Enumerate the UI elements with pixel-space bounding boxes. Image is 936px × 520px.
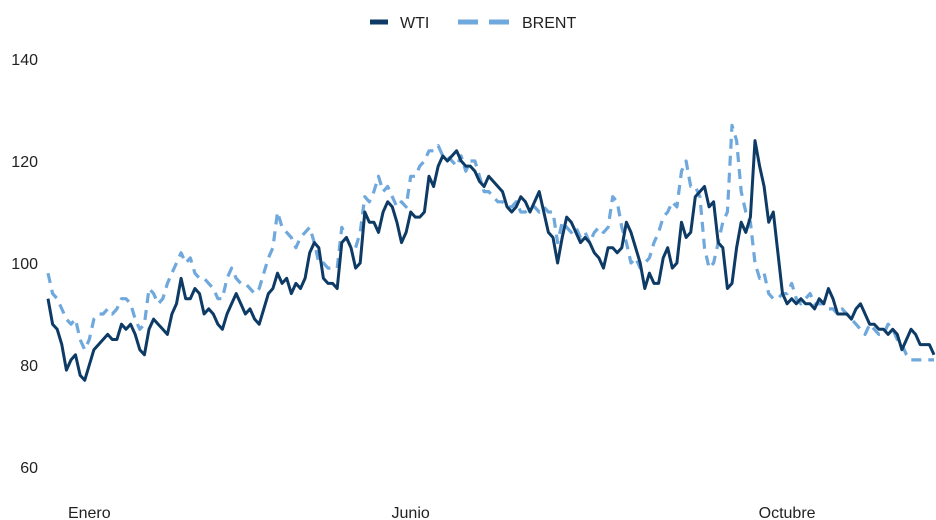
x-axis: Enero Junio Octubre [68,505,816,520]
y-tick-label-140: 140 [11,52,38,69]
x-tick-label-octubre: Octubre [759,505,816,520]
legend: WTI BRENT [370,15,576,32]
x-tick-label-enero: Enero [68,505,111,520]
plot-area [46,123,936,382]
y-tick-label-100: 100 [11,256,38,273]
legend-label-brent: BRENT [522,15,576,32]
x-tick-label-junio: Junio [392,505,430,520]
legend-item-brent[interactable]: BRENT [458,15,576,32]
legend-label-wti: WTI [400,15,429,32]
legend-item-wti[interactable]: WTI [370,15,429,32]
series-line-wti [46,139,936,382]
y-tick-label-60: 60 [20,460,38,477]
y-tick-label-120: 120 [11,154,38,171]
y-axis: 60 80 100 120 140 [11,52,38,477]
series-line-brent [46,123,934,362]
y-tick-label-80: 80 [20,358,38,375]
